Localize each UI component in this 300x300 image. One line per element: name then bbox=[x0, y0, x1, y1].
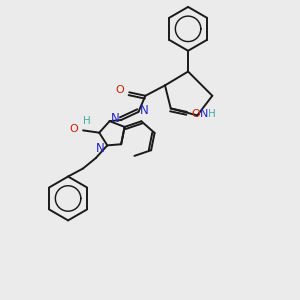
Text: N: N bbox=[96, 142, 105, 155]
Text: H: H bbox=[83, 116, 90, 126]
Text: H: H bbox=[208, 109, 216, 119]
Text: N: N bbox=[140, 104, 148, 117]
Text: N: N bbox=[111, 112, 120, 125]
Text: O: O bbox=[192, 109, 200, 119]
Text: O: O bbox=[116, 85, 124, 95]
Text: O: O bbox=[70, 124, 78, 134]
Text: N: N bbox=[200, 109, 208, 119]
